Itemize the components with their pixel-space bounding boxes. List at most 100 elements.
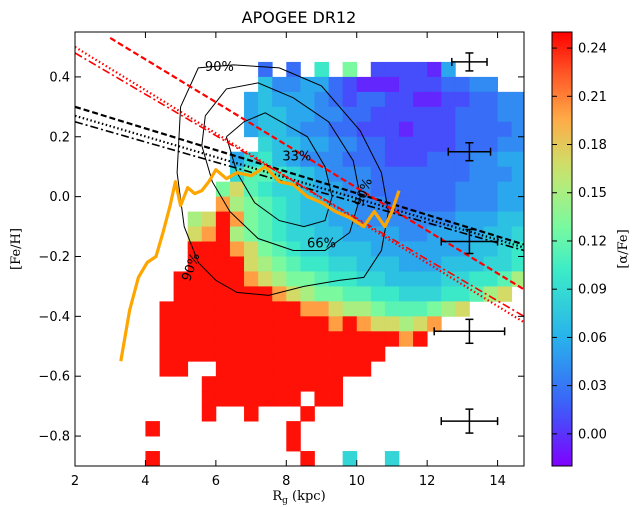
- heatmap-bin: [511, 91, 524, 108]
- heatmap-bin: [314, 211, 329, 227]
- heatmap-bin: [328, 301, 344, 317]
- heatmap-bin: [370, 271, 386, 287]
- x-tick-label: 8: [282, 474, 290, 489]
- heatmap-bin: [300, 451, 315, 466]
- plot-frame: [74, 31, 525, 467]
- heatmap-bin: [398, 136, 414, 153]
- heatmap-bin: [286, 241, 301, 257]
- heatmap-bin: [300, 271, 315, 287]
- heatmap-bin: [244, 376, 259, 392]
- heatmap-bin: [526, 227, 540, 242]
- heatmap-bin: [314, 76, 329, 93]
- heatmap-bin: [300, 286, 315, 302]
- heatmap-bin: [258, 151, 273, 168]
- heatmap-bin: [455, 151, 470, 168]
- heatmap-bin: [272, 286, 287, 302]
- heatmap-bin: [258, 331, 273, 347]
- heatmap-bin: [328, 211, 344, 227]
- heatmap-bin: [174, 481, 188, 496]
- heatmap-bin: [159, 346, 175, 362]
- heatmap-bin: [342, 91, 358, 108]
- heatmap-bin: [272, 331, 287, 347]
- heatmap-bin: [398, 76, 414, 93]
- heatmap-bin: [356, 121, 372, 138]
- heatmap-bin: [229, 181, 245, 198]
- heatmap-bin: [244, 316, 259, 332]
- heatmap-bin: [201, 286, 217, 302]
- heatmap-bin: [272, 361, 287, 377]
- contour-labels: 33%66%90%90%90%: [179, 60, 376, 283]
- heatmap-bin: [272, 391, 287, 407]
- heatmap-bin: [398, 151, 414, 168]
- heatmap-bin: [497, 151, 513, 168]
- heatmap-bin: [427, 271, 442, 287]
- heatmap-bin: [286, 376, 301, 392]
- heatmap-bin: [229, 241, 245, 257]
- heatmap-bin: [455, 166, 470, 183]
- heatmap-bin: [342, 301, 358, 317]
- x-axis-label: Rg (kpc): [272, 489, 325, 506]
- heatmap-bin: [370, 76, 386, 93]
- heatmap-bin: [483, 181, 498, 198]
- heatmap-bin: [398, 301, 414, 317]
- heatmap-bin: [215, 286, 231, 302]
- heatmap-bin: [526, 167, 540, 182]
- heatmap-bin: [427, 316, 442, 332]
- heatmap-bin: [469, 136, 484, 153]
- heatmap-bin: [497, 286, 513, 302]
- heatmap-bin: [314, 331, 329, 347]
- heatmap-bin: [272, 211, 287, 227]
- heatmap-bin: [511, 181, 524, 198]
- heatmap-bin: [300, 226, 315, 242]
- heatmap-bin: [469, 76, 484, 93]
- heatmap-bin: [413, 331, 428, 347]
- heatmap-bin: [229, 346, 245, 362]
- heatmap-bin: [215, 241, 231, 257]
- heatmap-bin: [300, 211, 315, 227]
- heatmap-bin: [497, 181, 513, 198]
- heatmap-bin: [413, 241, 428, 257]
- y-tick-label: −0.6: [38, 370, 70, 385]
- heatmap-bin: [469, 211, 484, 227]
- heatmap-bin: [384, 316, 400, 332]
- heatmap-bin: [328, 256, 344, 272]
- heatmap-bin: [455, 226, 470, 242]
- heatmap-bin: [229, 256, 245, 272]
- heatmap-bin: [469, 241, 484, 257]
- heatmap-bin: [356, 256, 372, 272]
- heatmap-bin: [384, 271, 400, 287]
- heatmap-bin: [300, 376, 315, 392]
- heatmap-bin: [441, 76, 456, 93]
- heatmap-bin: [258, 76, 273, 93]
- heatmap-bins: [145, 61, 540, 496]
- heatmap-bin: [413, 181, 428, 198]
- heatmap-bin: [258, 256, 273, 272]
- heatmap-bin: [187, 211, 203, 227]
- heatmap-bin: [244, 211, 259, 227]
- heatmap-bin: [272, 121, 287, 138]
- heatmap-bin: [427, 76, 442, 93]
- heatmap-bin: [328, 346, 344, 362]
- heatmap-bin: [258, 226, 273, 242]
- heatmap-bin: [441, 106, 456, 123]
- heatmap-bin: [300, 361, 315, 377]
- heatmap-bin: [244, 241, 259, 257]
- heatmap-bin: [258, 136, 273, 153]
- heatmap-bin: [413, 121, 428, 138]
- colorbar-tick-label: 0.18: [578, 138, 607, 153]
- heatmap-bin: [384, 136, 400, 153]
- heatmap-bin: [244, 91, 259, 108]
- heatmap-bin: [511, 136, 524, 153]
- heatmap-bin: [314, 256, 329, 272]
- heatmap-bin: [272, 301, 287, 317]
- heatmap-bin: [187, 346, 203, 362]
- heatmap-bin: [511, 196, 524, 212]
- heatmap-bin: [244, 346, 259, 362]
- heatmap-bin: [244, 406, 259, 422]
- heatmap-bin: [427, 196, 442, 212]
- heatmap-bin: [398, 331, 414, 347]
- heatmap-bin: [159, 331, 175, 347]
- heatmap-bin: [314, 316, 329, 332]
- heatmap-bin: [258, 106, 273, 123]
- heatmap-bin: [483, 196, 498, 212]
